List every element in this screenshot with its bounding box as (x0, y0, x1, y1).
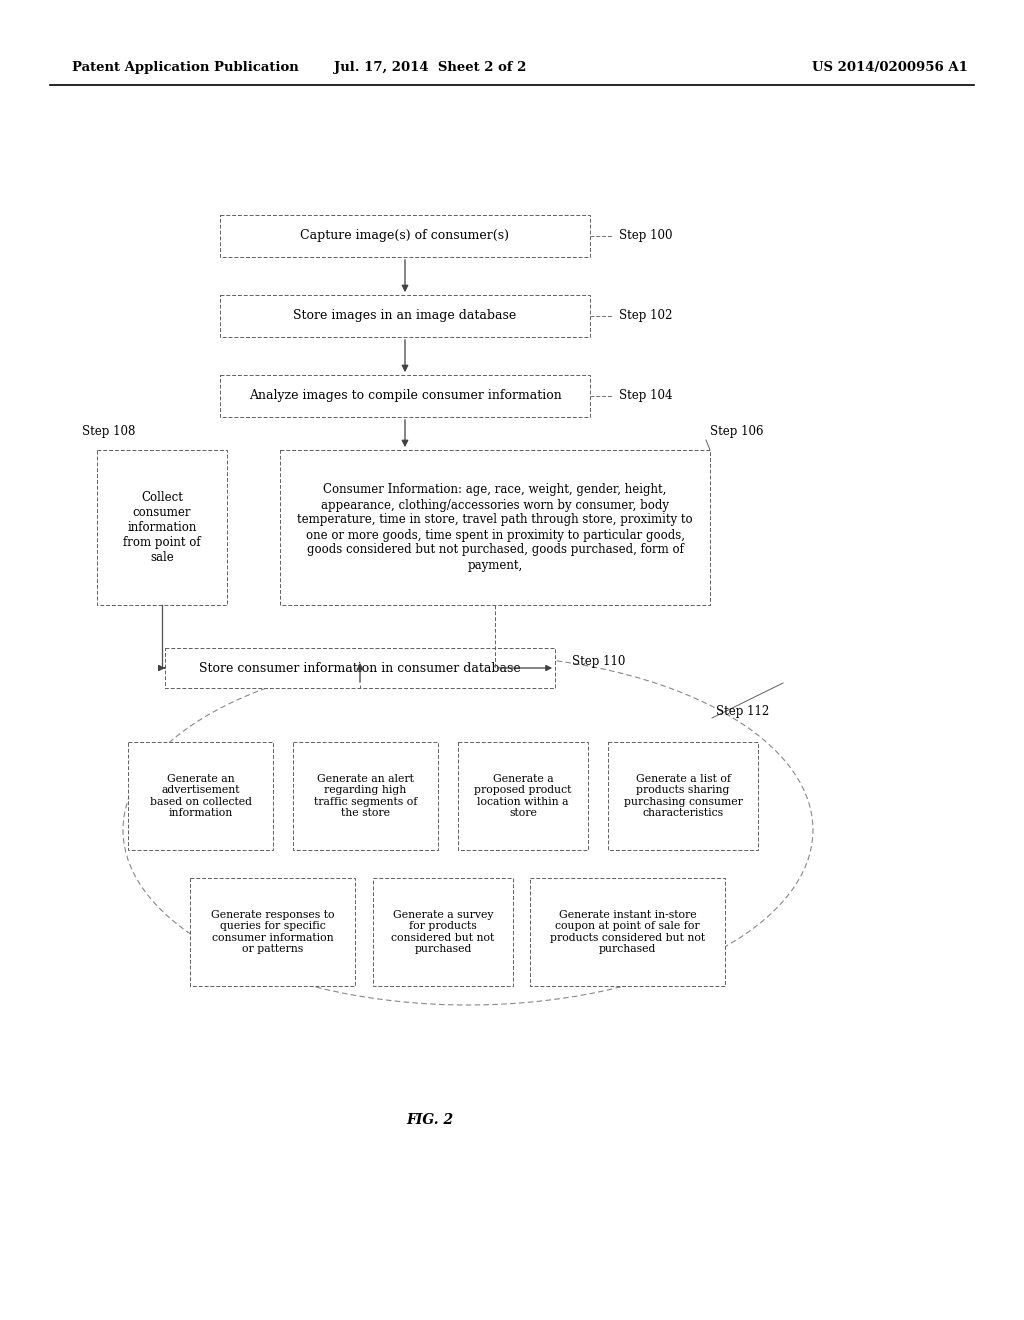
Bar (165, 648, 555, 688)
Text: Generate an alert
regarding high
traffic segments of
the store: Generate an alert regarding high traffic… (313, 774, 417, 818)
Text: Store consumer information in consumer database: Store consumer information in consumer d… (199, 661, 521, 675)
Text: Generate a survey
for products
considered but not
purchased: Generate a survey for products considere… (391, 909, 495, 954)
Text: Patent Application Publication: Patent Application Publication (72, 62, 299, 74)
Text: FIG. 2: FIG. 2 (407, 1113, 454, 1127)
Bar (530, 878, 725, 986)
Bar (190, 878, 355, 986)
Text: Step 104: Step 104 (618, 389, 673, 403)
Text: Step 102: Step 102 (618, 309, 673, 322)
Text: Generate an
advertisement
based on collected
information: Generate an advertisement based on colle… (150, 774, 252, 818)
Text: Generate responses to
queries for specific
consumer information
or patterns: Generate responses to queries for specif… (211, 909, 334, 954)
Text: Step 112: Step 112 (716, 705, 769, 718)
Text: Jul. 17, 2014  Sheet 2 of 2: Jul. 17, 2014 Sheet 2 of 2 (334, 62, 526, 74)
Bar (220, 375, 590, 417)
Text: Store images in an image database: Store images in an image database (293, 309, 517, 322)
Text: Generate a
proposed product
location within a
store: Generate a proposed product location wit… (474, 774, 571, 818)
Text: Generate a list of
products sharing
purchasing consumer
characteristics: Generate a list of products sharing purc… (624, 774, 742, 818)
Text: Step 100: Step 100 (618, 230, 673, 243)
Text: Step 108: Step 108 (82, 425, 135, 438)
Bar (128, 742, 273, 850)
Bar (458, 742, 588, 850)
Text: Collect
consumer
information
from point of
sale: Collect consumer information from point … (123, 491, 201, 564)
Bar (280, 450, 710, 605)
Bar (293, 742, 438, 850)
Text: Capture image(s) of consumer(s): Capture image(s) of consumer(s) (300, 230, 510, 243)
Bar (97, 450, 227, 605)
Text: Step 106: Step 106 (710, 425, 764, 438)
Bar (220, 294, 590, 337)
Bar (220, 215, 590, 257)
Text: US 2014/0200956 A1: US 2014/0200956 A1 (812, 62, 968, 74)
Text: Analyze images to compile consumer information: Analyze images to compile consumer infor… (249, 389, 561, 403)
Text: Step 110: Step 110 (572, 656, 626, 668)
Bar (608, 742, 758, 850)
Ellipse shape (123, 655, 813, 1005)
Bar (373, 878, 513, 986)
Text: Generate instant in-store
coupon at point of sale for
products considered but no: Generate instant in-store coupon at poin… (550, 909, 706, 954)
Text: Consumer Information: age, race, weight, gender, height,
appearance, clothing/ac: Consumer Information: age, race, weight,… (297, 483, 693, 572)
